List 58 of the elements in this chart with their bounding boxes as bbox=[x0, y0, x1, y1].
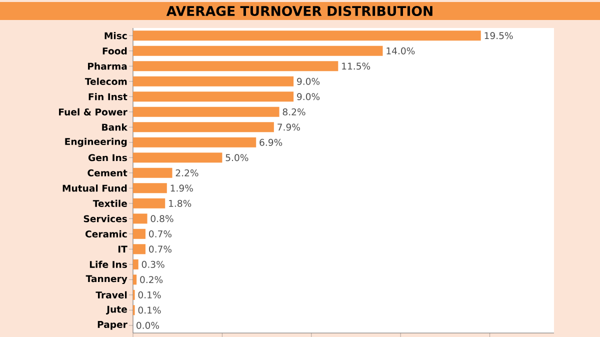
y-tick-label: Cement bbox=[88, 169, 128, 176]
bar bbox=[133, 244, 146, 254]
bar bbox=[133, 198, 166, 208]
bar bbox=[133, 183, 167, 194]
bar bbox=[133, 122, 274, 132]
y-tick-label: Ceramic bbox=[86, 230, 127, 238]
y-tick-label: Services bbox=[84, 215, 127, 222]
y-tick-label: IT bbox=[118, 246, 128, 253]
y-tick-label: Engineering bbox=[65, 138, 127, 147]
y-tick-label: Fin Inst bbox=[88, 93, 128, 100]
y-tick-label: Food bbox=[102, 47, 127, 54]
data-label: 7.9% bbox=[278, 124, 300, 131]
data-label: 1.8% bbox=[169, 200, 192, 207]
data-label: 5.0% bbox=[226, 154, 248, 162]
y-tick-label: Travel bbox=[96, 291, 127, 298]
y-tick-label: Tannery bbox=[86, 275, 128, 284]
data-label: 14.0% bbox=[386, 47, 415, 54]
y-tick-label: Bank bbox=[102, 124, 128, 131]
y-tick-label: Misc bbox=[104, 32, 127, 40]
data-label: 11.5% bbox=[342, 62, 370, 70]
data-label: 0.1% bbox=[138, 306, 161, 314]
data-label: 0.7% bbox=[149, 230, 172, 238]
y-tick-label: Gen Ins bbox=[88, 154, 127, 162]
bar bbox=[133, 214, 148, 224]
data-label: 8.2% bbox=[282, 108, 306, 116]
bar bbox=[133, 137, 256, 148]
y-tick-label: Pharma bbox=[88, 62, 127, 70]
y-tick-label: Fuel & Power bbox=[59, 108, 128, 116]
data-label: 0.8% bbox=[150, 215, 174, 222]
data-label: 2.2% bbox=[176, 169, 198, 176]
data-label: 9.0% bbox=[297, 93, 320, 100]
data-label: 1.9% bbox=[170, 184, 193, 192]
y-tick-label: Telecom bbox=[84, 78, 127, 85]
bar bbox=[133, 30, 481, 41]
bar bbox=[133, 274, 137, 285]
y-tick-label: Mutual Fund bbox=[62, 184, 127, 192]
bar bbox=[133, 61, 338, 72]
bar bbox=[133, 46, 383, 56]
data-label: 0.3% bbox=[142, 260, 164, 268]
data-label: 19.5% bbox=[484, 32, 513, 40]
bar bbox=[133, 168, 172, 178]
y-tick-label: Jute bbox=[106, 306, 127, 314]
data-label: 0.1% bbox=[138, 291, 161, 298]
bar bbox=[133, 92, 294, 102]
bar bbox=[133, 152, 222, 163]
data-label: 0.7% bbox=[149, 246, 172, 253]
bar bbox=[133, 259, 138, 270]
data-label: 6.9% bbox=[260, 138, 282, 146]
data-label: 9.0% bbox=[297, 78, 320, 85]
y-tick-label: Textile bbox=[92, 200, 127, 207]
y-tick-label: Paper bbox=[98, 321, 128, 330]
bar bbox=[133, 106, 280, 117]
y-tick-label: Life Ins bbox=[90, 260, 127, 268]
data-label: 0.2% bbox=[140, 276, 163, 284]
data-label: 0.0% bbox=[136, 322, 160, 329]
chart-title: AVERAGE TURNOVER DISTRIBUTION bbox=[166, 6, 432, 16]
bar bbox=[133, 76, 294, 86]
bar bbox=[133, 228, 146, 239]
